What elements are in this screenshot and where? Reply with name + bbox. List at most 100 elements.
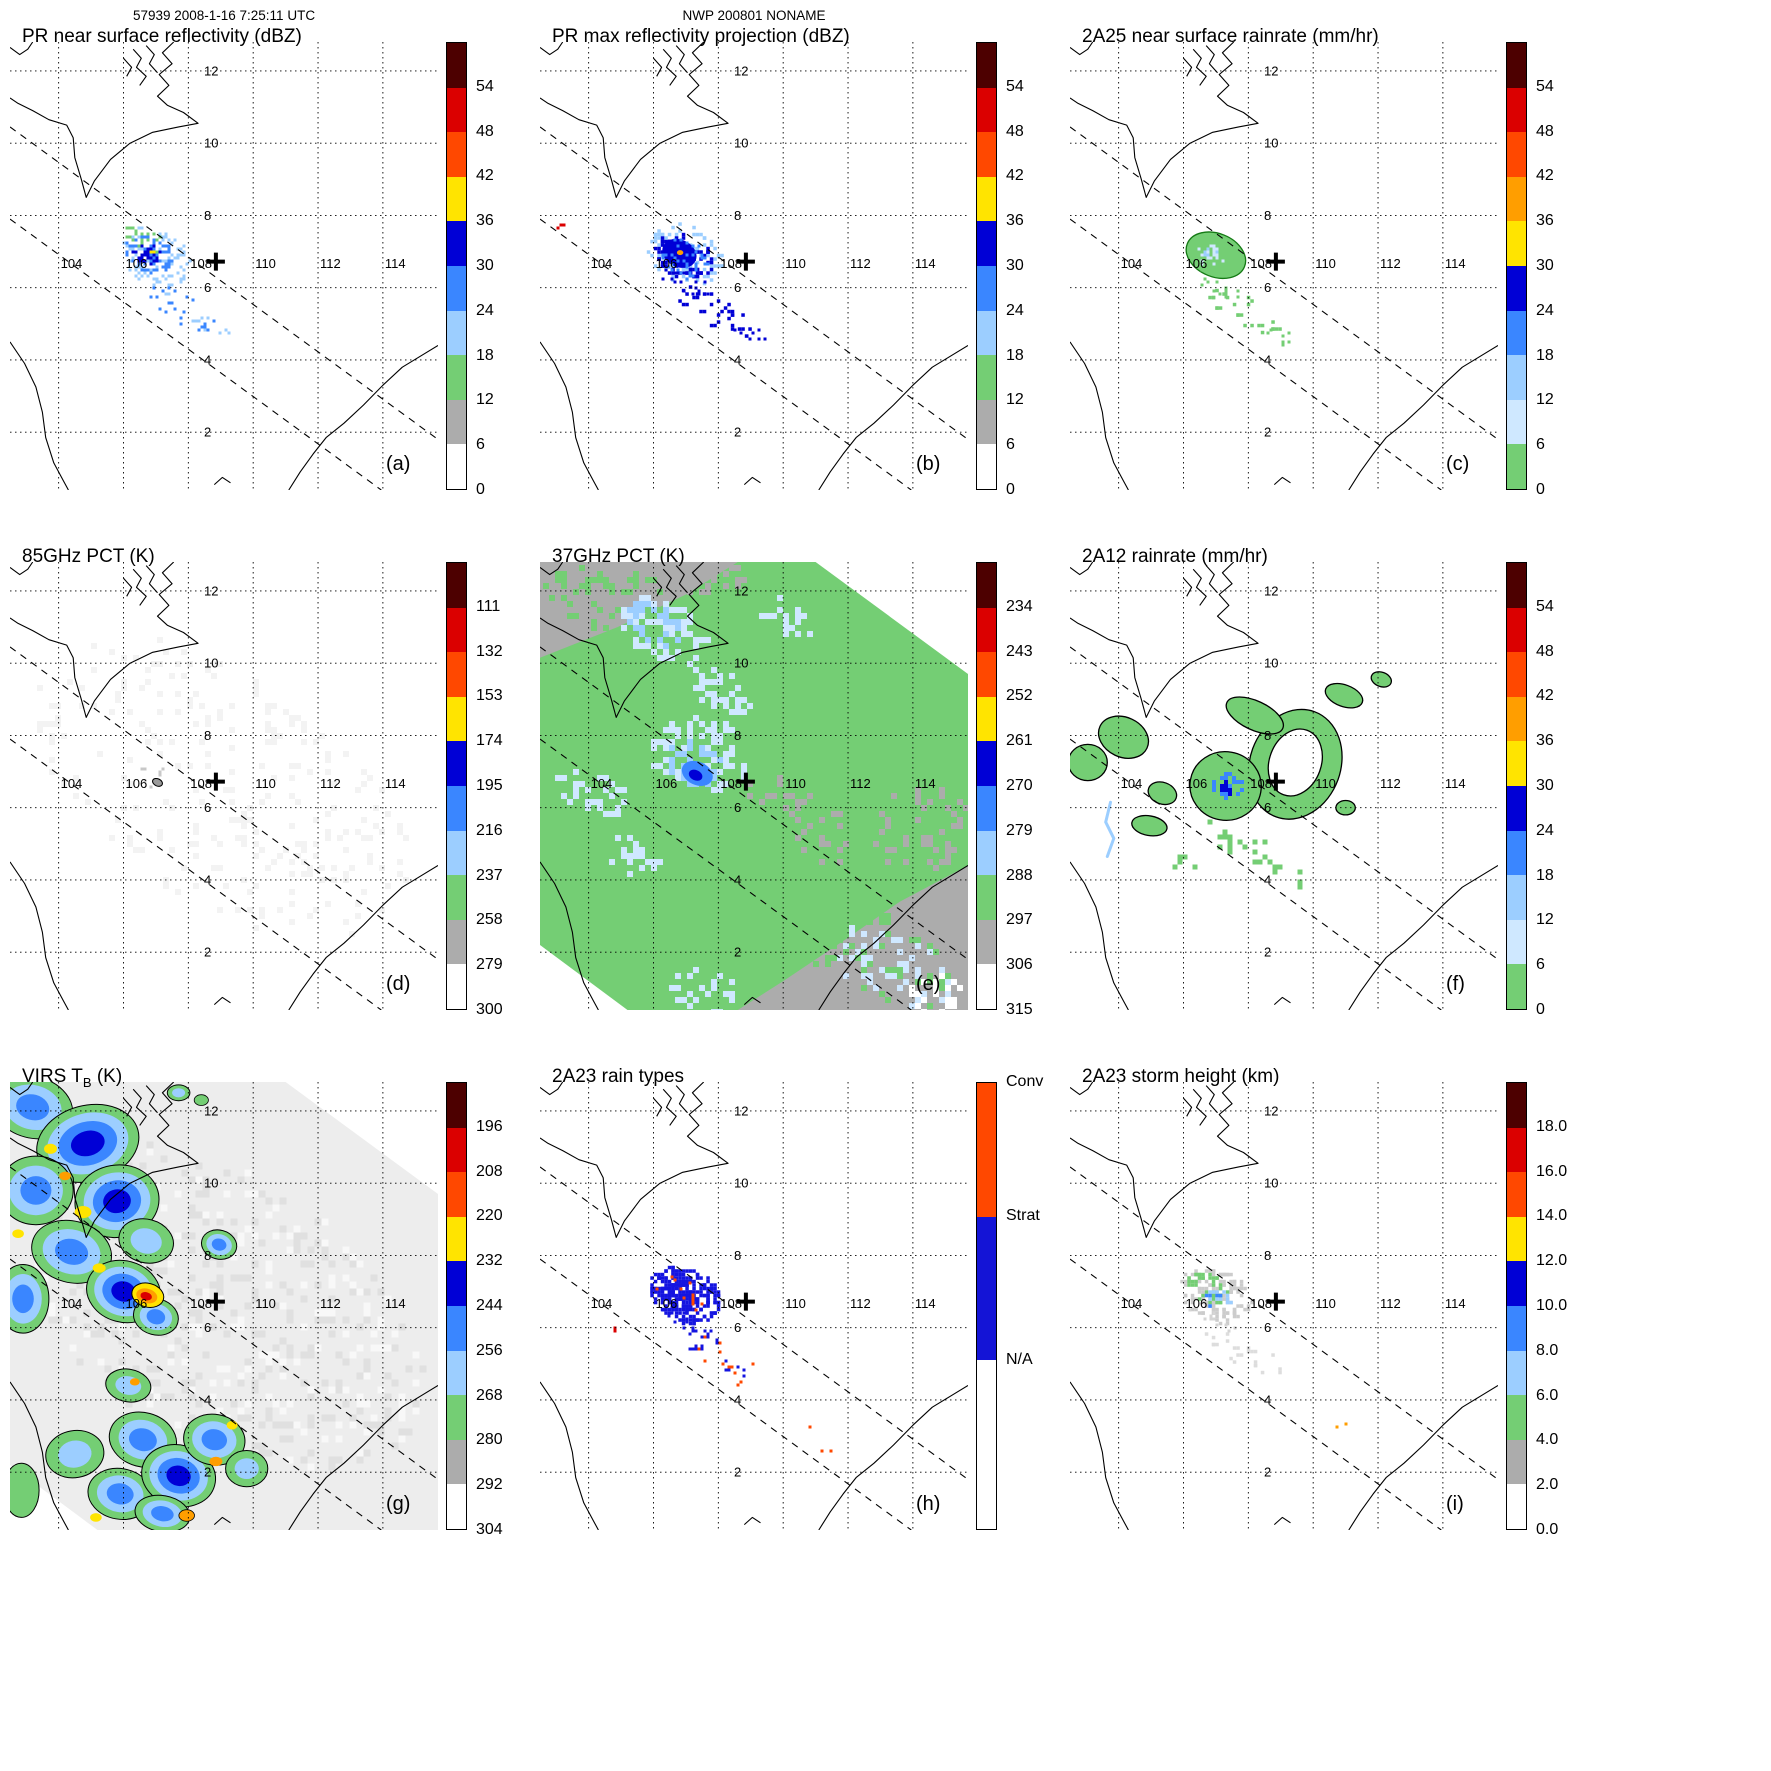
data-scatter — [1212, 772, 1244, 800]
longitude-label: 110 — [785, 1296, 806, 1311]
cloud-blob — [172, 1088, 186, 1098]
data-scatter — [837, 925, 951, 1009]
data-scatter — [1203, 247, 1219, 257]
colorbar-tick-label: 297 — [1006, 911, 1033, 929]
colorbar-segment — [447, 1261, 466, 1306]
colorbar-tick-label: 48 — [1536, 122, 1554, 140]
colorbar-tick-label: 232 — [476, 1252, 503, 1270]
latitude-label: 12 — [204, 63, 218, 78]
colorbar-segment — [1507, 355, 1526, 400]
coastline — [662, 48, 677, 86]
cloud-blob — [106, 1483, 134, 1505]
colorbar-tick-label: 48 — [476, 122, 494, 140]
panel-e-colorbar — [976, 562, 997, 1010]
map-background — [1070, 1082, 1498, 1530]
longitude-label: 106 — [126, 256, 148, 271]
colorbar-tick-label: 280 — [476, 1431, 503, 1449]
cloud-blob — [146, 1309, 166, 1325]
colorbar-tick-label: 153 — [476, 687, 503, 705]
coastline — [1070, 1082, 1259, 1238]
data-scatter — [669, 967, 735, 1010]
colorbar-segment — [1507, 310, 1526, 356]
latitude-label: 10 — [204, 136, 218, 151]
colorbar-tick-label: 315 — [1006, 1001, 1033, 1018]
coastline — [10, 1082, 34, 1096]
coastline — [1192, 1088, 1207, 1126]
data-scatter — [820, 1449, 833, 1453]
colorbar-segment — [447, 1127, 466, 1173]
panel-c-title: 2A25 near surface rainrate (mm/hr) — [1082, 26, 1379, 48]
latitude-label: 10 — [734, 656, 748, 671]
data-blob — [10, 1462, 40, 1518]
swath-edge-line — [540, 738, 912, 1010]
colorbar-tick-label: 2.0 — [1536, 1476, 1559, 1494]
colorbar-tick-label: 54 — [1536, 597, 1554, 615]
latitude-label: 4 — [1264, 1392, 1271, 1407]
cloud-blob — [12, 1284, 34, 1314]
cloud-blob — [58, 1440, 92, 1468]
latitude-label: 8 — [204, 1248, 211, 1263]
data-blob — [226, 1420, 238, 1430]
marker-cross — [736, 772, 755, 791]
latitude-label: 4 — [1264, 872, 1271, 887]
colorbar-tick-label: 0 — [476, 481, 485, 498]
colorbar-segment — [447, 1439, 466, 1485]
map-background — [540, 42, 968, 490]
swath-edge-line — [540, 126, 968, 440]
coastline — [10, 1381, 69, 1530]
data-blob — [59, 1171, 71, 1181]
colorbar-segment — [977, 964, 996, 1009]
latitude-label: 12 — [1264, 583, 1278, 598]
coastline — [540, 42, 564, 56]
swath-edge-line — [1070, 1166, 1498, 1480]
swath-edge-line — [10, 126, 438, 440]
cloud-blob — [20, 1176, 52, 1205]
latitude-label: 2 — [734, 425, 741, 440]
colorbar-tick-label: 174 — [476, 732, 503, 750]
title-text: 85GHz PCT (K) — [22, 546, 155, 567]
colorbar-segment — [447, 1305, 466, 1351]
swath-edge-line — [540, 646, 968, 960]
colorbar-segment — [977, 652, 996, 697]
coastline — [818, 345, 968, 490]
data-blob — [676, 250, 684, 256]
title-text-post: (K) — [91, 1066, 123, 1087]
cloud-blob — [211, 1238, 227, 1251]
latitude-label: 6 — [734, 1320, 741, 1335]
latitude-label: 2 — [1264, 1465, 1271, 1480]
swath-edge-line — [540, 218, 912, 490]
longitude-label: 110 — [255, 256, 276, 271]
colorbar-segment — [977, 132, 996, 177]
longitude-label: 112 — [1380, 1296, 1401, 1311]
latitude-label: 12 — [1264, 63, 1278, 78]
colorbar-segment — [447, 176, 466, 222]
latitude-label: 6 — [204, 280, 211, 295]
colorbar-segment — [447, 1172, 466, 1217]
longitude-label: 106 — [656, 1296, 678, 1311]
colorbar-tick-label: 18 — [1536, 866, 1554, 884]
data-blob — [1097, 715, 1150, 759]
data-scatter — [609, 835, 663, 877]
panel-letter: (c) — [1446, 453, 1469, 475]
colorbar-segment — [1507, 1350, 1526, 1396]
colorbar-segment — [447, 652, 466, 697]
colorbar-segment — [977, 1359, 996, 1529]
coastline — [1183, 577, 1193, 597]
colorbar-segment — [977, 919, 996, 965]
colorbar-segment — [1507, 1484, 1526, 1529]
colorbar-segment — [447, 221, 466, 266]
coastline — [10, 562, 199, 718]
latitude-label: 8 — [204, 728, 211, 743]
latitude-label: 10 — [1264, 136, 1278, 151]
colorbar-tick-label: 243 — [1006, 642, 1033, 660]
panel-c-colorbar — [1506, 42, 1527, 490]
latitude-label: 10 — [204, 656, 218, 671]
colorbar-tick-label: 6.0 — [1536, 1386, 1559, 1404]
latitude-label: 4 — [1264, 352, 1271, 367]
colorbar-tick-label: 18 — [1536, 346, 1554, 364]
panel-e-title: 37GHz PCT (K) — [552, 546, 685, 568]
colorbar-segment — [1507, 1395, 1526, 1440]
longitude-label: 112 — [1380, 776, 1401, 791]
panel-g-title: VIRS TB (K) — [22, 1066, 122, 1090]
